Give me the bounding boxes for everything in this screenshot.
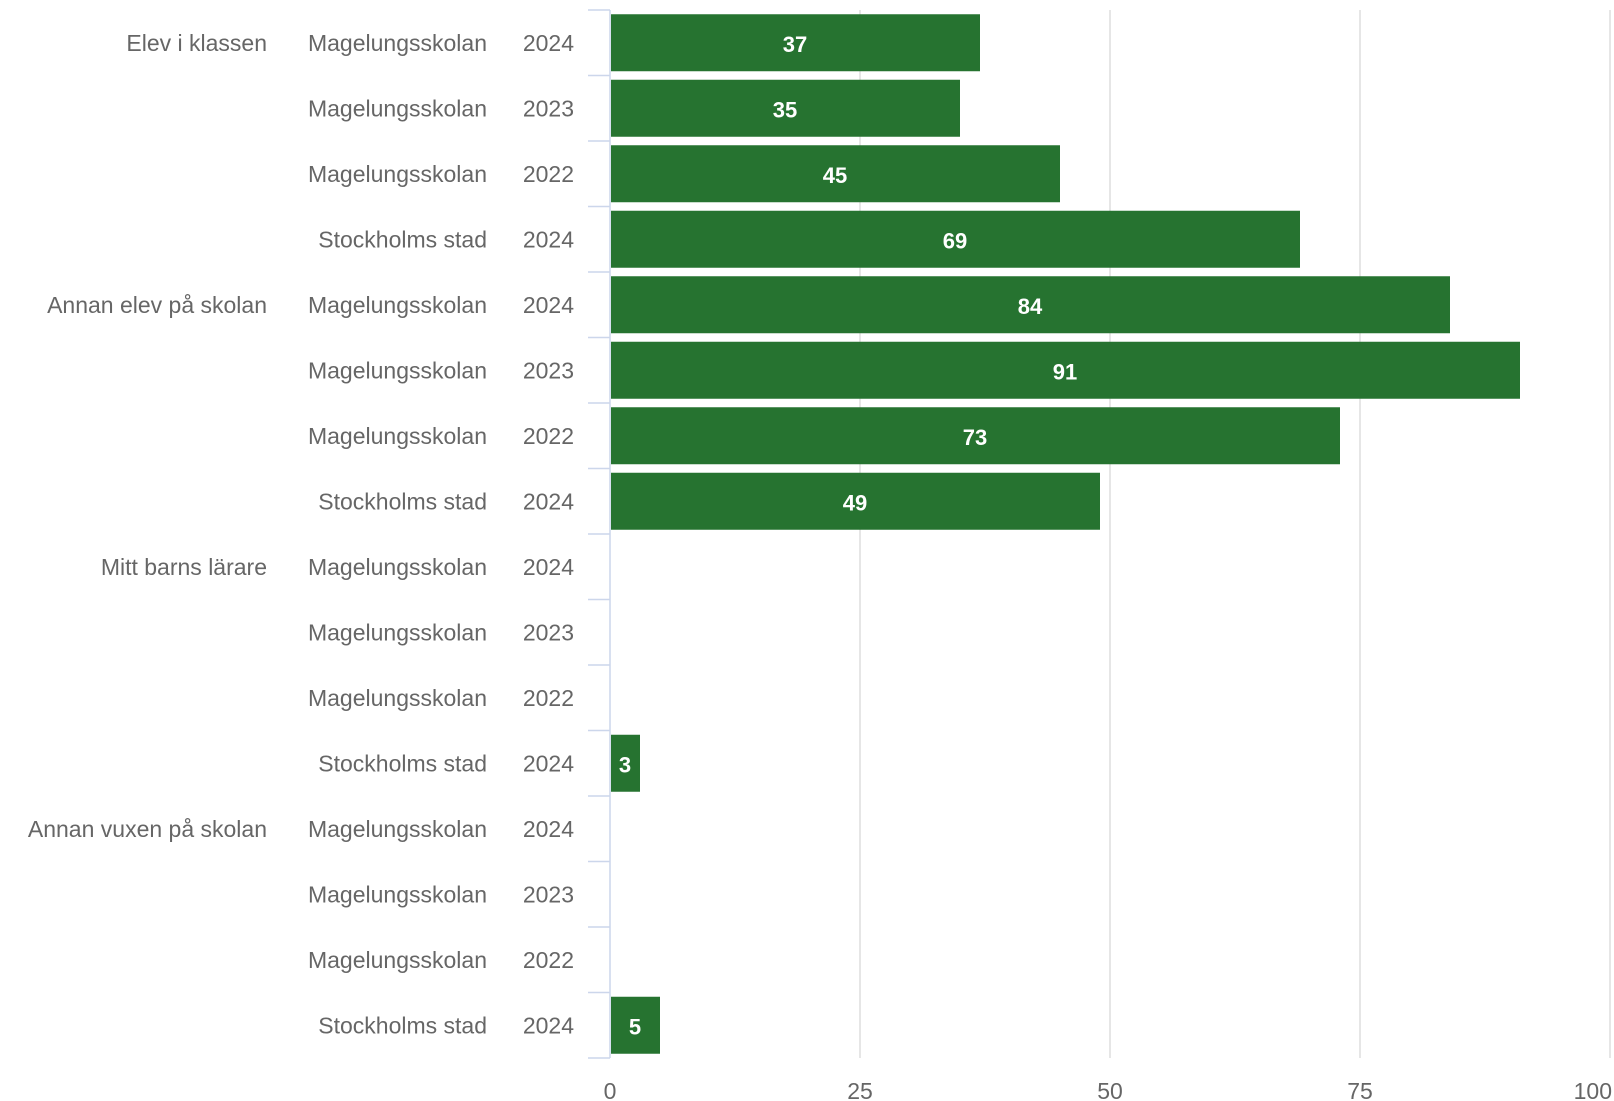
bar [611, 407, 1340, 465]
year-label: 2022 [523, 423, 574, 449]
year-label: 2023 [523, 357, 574, 383]
year-label: 2024 [523, 226, 574, 252]
year-label: 2024 [523, 554, 574, 580]
org-label: Stockholms stad [318, 750, 487, 776]
org-label: Magelungsskolan [308, 357, 487, 383]
year-label: 2024 [523, 30, 574, 56]
year-label: 2023 [523, 881, 574, 907]
category-labels: Elev i klassen Magelungsskolan 2024 Magelun… [28, 30, 574, 1039]
data-label: 37 [783, 32, 807, 57]
data-label: 5 [629, 1014, 641, 1039]
group-label: Mitt barns lärare [101, 554, 267, 580]
org-label: Magelungsskolan [308, 947, 487, 973]
org-label: Stockholms stad [318, 488, 487, 514]
org-label: Magelungsskolan [308, 161, 487, 187]
year-label: 2024 [523, 1012, 574, 1038]
org-label: Magelungsskolan [308, 619, 487, 645]
x-tick-label: 75 [1347, 1078, 1373, 1101]
bar [611, 996, 660, 1054]
group-label: Annan vuxen på skolan [28, 816, 267, 842]
org-label: Magelungsskolan [308, 816, 487, 842]
bar [611, 79, 960, 137]
year-label: 2023 [523, 95, 574, 121]
year-label: 2022 [523, 161, 574, 187]
data-label: 69 [943, 228, 967, 253]
data-label: 45 [823, 163, 847, 188]
org-label: Magelungsskolan [308, 554, 487, 580]
year-label: 2022 [523, 685, 574, 711]
year-label: 2022 [523, 947, 574, 973]
org-label: Stockholms stad [318, 226, 487, 252]
year-label: 2023 [523, 619, 574, 645]
bar [611, 276, 1450, 334]
org-label: Magelungsskolan [308, 881, 487, 907]
bar [611, 210, 1300, 268]
year-label: 2024 [523, 292, 574, 318]
x-tick-label: 0 [604, 1078, 617, 1101]
year-label: 2024 [523, 750, 574, 776]
data-label: 49 [843, 490, 867, 515]
bar [611, 145, 1060, 203]
data-label: 3 [619, 752, 631, 777]
org-label: Magelungsskolan [308, 292, 487, 318]
org-label: Magelungsskolan [308, 685, 487, 711]
x-tick-label: 50 [1097, 1078, 1123, 1101]
org-label: Magelungsskolan [308, 95, 487, 121]
data-label: 73 [963, 425, 987, 450]
bar [611, 734, 640, 792]
data-label: 84 [1018, 294, 1043, 319]
bar [611, 341, 1520, 399]
x-tick-label: 25 [847, 1078, 873, 1101]
category-axis [588, 9, 611, 1059]
group-label: Annan elev på skolan [47, 292, 267, 318]
gridlines [859, 10, 1611, 1058]
org-label: Magelungsskolan [308, 423, 487, 449]
data-label: 91 [1053, 359, 1077, 384]
bar [611, 472, 1100, 530]
year-label: 2024 [523, 816, 574, 842]
org-label: Magelungsskolan [308, 30, 487, 56]
x-tick-label: 100 [1574, 1078, 1612, 1101]
x-axis-ticks: 0 25 50 75 100 [604, 1078, 1612, 1101]
year-label: 2024 [523, 488, 574, 514]
data-label: 35 [773, 97, 797, 122]
bar [611, 14, 980, 72]
org-label: Stockholms stad [318, 1012, 487, 1038]
group-label: Elev i klassen [126, 30, 267, 56]
